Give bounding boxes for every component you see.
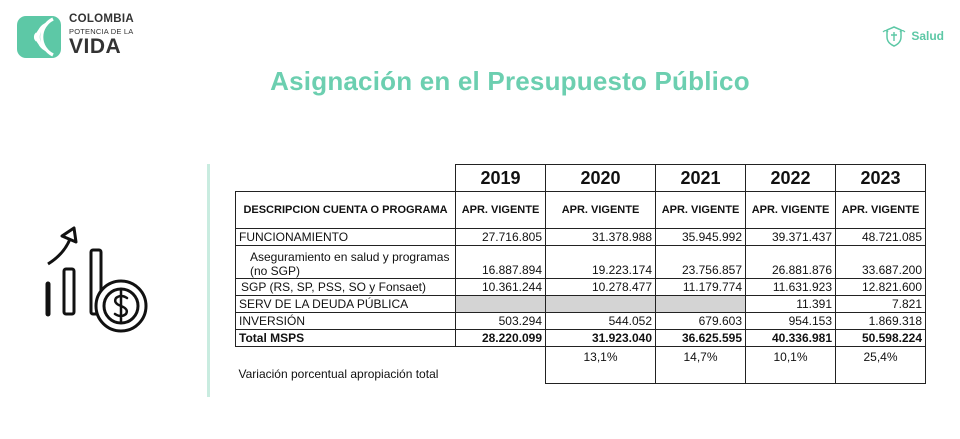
cell-value: 23.756.857 — [656, 246, 746, 279]
row-label: SERV DE LA DEUDA PÚBLICA — [236, 296, 456, 313]
logo-line-potencia: POTENCIA DE LA — [69, 28, 134, 36]
year-2022: 2022 — [746, 165, 836, 192]
logo-line-vida: VIDA — [69, 36, 134, 57]
year-2023: 2023 — [836, 165, 926, 192]
row-label: Total MSPS — [236, 330, 456, 347]
cell-value: 10.278.477 — [546, 279, 656, 296]
variation-2023: 25,4% — [836, 347, 926, 384]
row-label: FUNCIONAMIENTO — [236, 229, 456, 246]
accent-divider — [207, 164, 210, 397]
cell-total: 36.625.595 — [656, 330, 746, 347]
page-title: Asignación en el Presupuesto Público — [0, 66, 960, 97]
row-label: Aseguramiento en salud y programas (no S… — [236, 246, 456, 279]
cell-value: 33.687.200 — [836, 246, 926, 279]
header-description: DESCRIPCION CUENTA O PROGRAMA — [236, 192, 456, 229]
cell-value: 544.052 — [546, 313, 656, 330]
row-label: INVERSIÓN — [236, 313, 456, 330]
cell-value: 48.721.085 — [836, 229, 926, 246]
header-apr-2022: APR. VIGENTE — [746, 192, 836, 229]
year-2020: 2020 — [546, 165, 656, 192]
cell-value: 679.603 — [656, 313, 746, 330]
variation-2021: 14,7% — [656, 347, 746, 384]
cell-empty-grey — [456, 296, 546, 313]
cell-total: 31.923.040 — [546, 330, 656, 347]
cell-value: 39.371.437 — [746, 229, 836, 246]
cell-value: 11.631.923 — [746, 279, 836, 296]
cell-value: 35.945.992 — [656, 229, 746, 246]
cell-empty-grey — [546, 296, 656, 313]
cell-value: 954.153 — [746, 313, 836, 330]
header-apr-2020: APR. VIGENTE — [546, 192, 656, 229]
header-apr-2021: APR. VIGENTE — [656, 192, 746, 229]
table-row: Aseguramiento en salud y programas (no S… — [236, 246, 926, 279]
salud-label: Salud — [911, 29, 944, 43]
colombia-logo: COLOMBIA POTENCIA DE LA VIDA — [17, 14, 157, 60]
salud-brand: Salud — [881, 24, 944, 48]
cell-value: 11.391 — [746, 296, 836, 313]
shield-emblem-icon — [881, 24, 907, 48]
table-row: SERV DE LA DEUDA PÚBLICA 11.391 7.821 — [236, 296, 926, 313]
finance-growth-icon — [40, 224, 152, 334]
logo-line-colombia: COLOMBIA — [69, 14, 134, 26]
table-row: FUNCIONAMIENTO 27.716.805 31.378.988 35.… — [236, 229, 926, 246]
table-row: SGP (RS, SP, PSS, SO y Fonsaet) 10.361.2… — [236, 279, 926, 296]
cell-value: 7.821 — [836, 296, 926, 313]
cell-empty-grey — [656, 296, 746, 313]
cell-value: 503.294 — [456, 313, 546, 330]
year-2019: 2019 — [456, 165, 546, 192]
empty-corner — [236, 165, 456, 192]
cell-value: 10.361.244 — [456, 279, 546, 296]
year-header-row: 2019 2020 2021 2022 2023 — [236, 165, 926, 192]
variation-row: Variación porcentual apropiación total 1… — [236, 347, 926, 384]
cell-value: 27.716.805 — [456, 229, 546, 246]
wave-logo-icon — [17, 16, 61, 58]
total-row: Total MSPS 28.220.099 31.923.040 36.625.… — [236, 330, 926, 347]
header-apr-2019: APR. VIGENTE — [456, 192, 546, 229]
header-apr-2023: APR. VIGENTE — [836, 192, 926, 229]
cell-value: 12.821.600 — [836, 279, 926, 296]
variation-2020: 13,1% — [546, 347, 656, 384]
budget-table: 2019 2020 2021 2022 2023 DESCRIPCION CUE… — [235, 164, 926, 384]
cell-value: 11.179.774 — [656, 279, 746, 296]
cell-total: 28.220.099 — [456, 330, 546, 347]
row-label: SGP (RS, SP, PSS, SO y Fonsaet) — [236, 279, 456, 296]
variation-label: Variación porcentual apropiación total — [236, 347, 456, 384]
cell-value: 16.887.894 — [456, 246, 546, 279]
cell-total: 40.336.981 — [746, 330, 836, 347]
variation-2022: 10,1% — [746, 347, 836, 384]
cell-value: 26.881.876 — [746, 246, 836, 279]
cell-value: 1.869.318 — [836, 313, 926, 330]
column-header-row: DESCRIPCION CUENTA O PROGRAMA APR. VIGEN… — [236, 192, 926, 229]
cell-total: 50.598.224 — [836, 330, 926, 347]
cell-value: 31.378.988 — [546, 229, 656, 246]
cell-value: 19.223.174 — [546, 246, 656, 279]
variation-empty — [456, 347, 546, 384]
year-2021: 2021 — [656, 165, 746, 192]
table-row: INVERSIÓN 503.294 544.052 679.603 954.15… — [236, 313, 926, 330]
